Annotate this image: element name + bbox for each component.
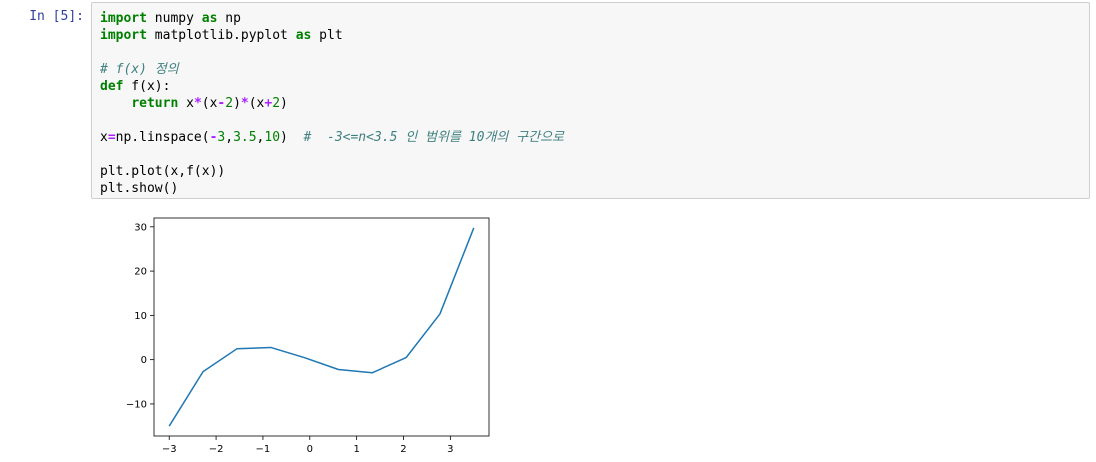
- code-token: numpy: [146, 11, 202, 26]
- code-line: [100, 146, 564, 163]
- x-tick-label: 3: [447, 444, 453, 455]
- code-token: np.linspace(: [115, 130, 210, 145]
- code-line: plt.show(): [100, 180, 564, 197]
- code-token: ): [233, 96, 241, 111]
- y-tick-label: 0: [141, 355, 147, 366]
- code-token: *: [240, 96, 249, 111]
- code-token: import: [100, 11, 147, 26]
- code-token: as: [201, 11, 218, 26]
- cell-prompt: In [5]:: [29, 9, 84, 24]
- code-line: plt.plot(x,f(x)): [100, 163, 564, 180]
- code-token: plt.plot(x,f(x)): [100, 164, 226, 179]
- code-line: import numpy as np: [100, 10, 564, 27]
- y-tick-label: 10: [134, 311, 147, 322]
- code-token: 2: [225, 96, 234, 111]
- code-line: # f(x) 정의: [100, 61, 564, 78]
- code-token: x: [100, 130, 108, 145]
- code-token: # -3<=n<3.5 인 범위를 10개의 구간으로: [303, 130, 564, 145]
- x-tick-label: −1: [256, 444, 271, 455]
- code-line: [100, 112, 564, 129]
- code-token: +: [264, 96, 273, 111]
- x-tick-label: 0: [307, 444, 313, 455]
- code-editor[interactable]: import numpy as np import matplotlib.pypl…: [100, 10, 564, 197]
- code-token: # f(x) 정의: [100, 62, 179, 77]
- code-line: x=np.linspace(-3,3.5,10) # -3<=n<3.5 인 범…: [100, 129, 564, 146]
- code-token: plt: [311, 28, 343, 43]
- series-line: [168, 227, 475, 427]
- y-tick-label: −10: [126, 399, 147, 410]
- code-token: def: [100, 79, 124, 94]
- code-token: ,: [256, 130, 265, 145]
- x-tick-label: 1: [353, 444, 359, 455]
- code-token: 3.5: [233, 130, 257, 145]
- y-tick-label: 30: [134, 222, 147, 233]
- code-token: (x: [201, 96, 218, 111]
- code-token: [100, 96, 131, 111]
- x-tick-label: 2: [400, 444, 406, 455]
- code-token: plt.show(): [100, 181, 179, 196]
- code-line: [100, 44, 564, 61]
- code-line: def f(x):: [100, 78, 564, 95]
- code-token: ,: [225, 130, 234, 145]
- code-token: matplotlib.pyplot: [146, 28, 296, 43]
- code-line: return x*(x-2)*(x+2): [100, 95, 564, 112]
- code-token: -: [217, 96, 226, 111]
- code-token: f(x):: [123, 79, 171, 94]
- x-tick-label: −3: [162, 444, 177, 455]
- code-token: ): [280, 130, 304, 145]
- code-token: 10: [264, 130, 281, 145]
- x-tick-label: −2: [209, 444, 224, 455]
- y-tick-label: 20: [134, 267, 147, 278]
- code-line: import matplotlib.pyplot as plt: [100, 27, 564, 44]
- code-token: as: [295, 28, 312, 43]
- code-token: 3: [217, 130, 226, 145]
- code-token: np: [217, 11, 241, 26]
- code-cell[interactable]: import numpy as np import matplotlib.pypl…: [91, 2, 1090, 199]
- code-token: *: [193, 96, 202, 111]
- code-token: x: [178, 96, 194, 111]
- code-token: 2: [272, 96, 281, 111]
- plot-frame: [153, 217, 490, 437]
- code-token: ): [280, 96, 288, 111]
- code-token: (x: [248, 96, 265, 111]
- code-token: -: [209, 130, 218, 145]
- code-token: =: [107, 130, 116, 145]
- code-token: return: [131, 96, 179, 111]
- code-token: import: [100, 28, 147, 43]
